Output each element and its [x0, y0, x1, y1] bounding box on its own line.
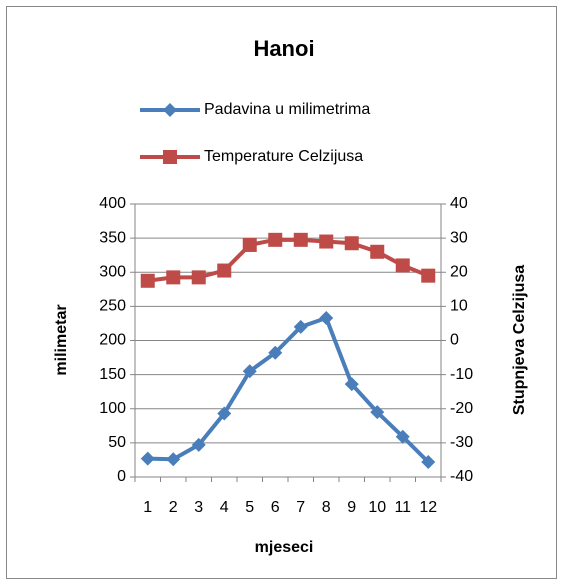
- marker: [421, 268, 436, 283]
- marker: [268, 345, 283, 360]
- y-tick-label: 400: [99, 195, 126, 212]
- x-tick-label: 9: [347, 499, 356, 516]
- y2-tick-label: -10: [450, 366, 473, 383]
- y2-tick-label: -40: [450, 468, 473, 485]
- x-tick-label: 3: [194, 499, 203, 516]
- x-tick-label: 7: [296, 499, 305, 516]
- x-tick-label: 10: [368, 499, 386, 516]
- x-tick-label: 6: [271, 499, 280, 516]
- marker: [217, 263, 232, 278]
- x-tick-label: 11: [394, 499, 411, 516]
- y2-tick-label: 10: [450, 298, 468, 315]
- marker: [166, 270, 181, 285]
- chart-title: Hanoi: [253, 36, 314, 61]
- x-tick-label: 4: [220, 499, 229, 516]
- marker: [319, 310, 334, 325]
- marker: [421, 454, 436, 469]
- legend-label: Padavina u milimetrima: [204, 101, 370, 118]
- y-tick-label: 250: [99, 298, 126, 315]
- y-tick-label: 50: [108, 434, 126, 451]
- marker: [370, 244, 385, 259]
- marker: [395, 429, 410, 444]
- y-tick-label: 0: [117, 468, 126, 485]
- marker: [242, 237, 257, 252]
- x-tick-label: 12: [419, 499, 437, 516]
- marker: [140, 273, 155, 288]
- y-tick-label: 350: [99, 229, 126, 246]
- x-axis-title: mjeseci: [255, 539, 314, 556]
- marker: [217, 406, 232, 421]
- marker: [166, 452, 181, 467]
- y-axis-title: milimetar: [53, 304, 70, 375]
- y-tick-label: 150: [99, 366, 126, 383]
- y-tick-label: 100: [99, 400, 126, 417]
- y-tick-label: 300: [99, 263, 126, 280]
- marker: [293, 319, 308, 334]
- marker: [268, 232, 283, 247]
- chart-border: [6, 6, 557, 579]
- y2-tick-label: 20: [450, 263, 468, 280]
- marker: [191, 437, 206, 452]
- y2-tick-label: 0: [450, 332, 459, 349]
- marker: [395, 258, 410, 273]
- marker: [370, 405, 385, 420]
- legend-label: Temperature Celzijusa: [204, 148, 363, 165]
- marker: [319, 234, 334, 249]
- marker: [163, 103, 177, 117]
- x-tick-label: 5: [245, 499, 254, 516]
- marker: [163, 150, 177, 164]
- marker: [344, 236, 359, 251]
- marker: [242, 364, 257, 379]
- x-tick-label: 2: [169, 499, 178, 516]
- y2-tick-label: 40: [450, 195, 468, 212]
- marker: [191, 270, 206, 285]
- y-tick-label: 200: [99, 332, 126, 349]
- y2-tick-label: 30: [450, 229, 468, 246]
- y2-tick-label: -30: [450, 434, 473, 451]
- marker: [344, 377, 359, 392]
- x-tick-label: 1: [143, 499, 152, 516]
- marker: [140, 451, 155, 466]
- y2-axis-title: Stupnjeva Celzijusa: [511, 265, 528, 415]
- y2-tick-label: -20: [450, 400, 473, 417]
- x-tick-label: 8: [322, 499, 331, 516]
- marker: [293, 232, 308, 247]
